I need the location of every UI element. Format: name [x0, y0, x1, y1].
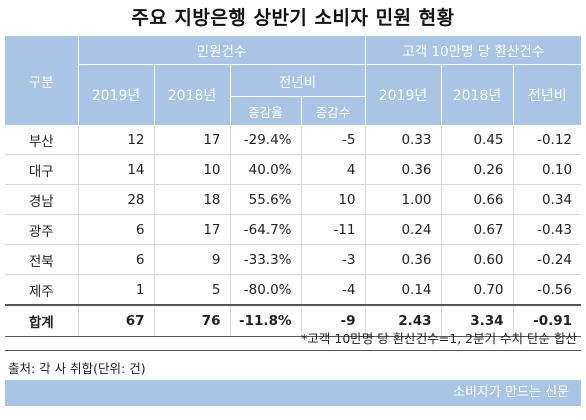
cell: 28: [77, 184, 154, 215]
cell: 0.67: [440, 214, 513, 245]
cell: 0.24: [364, 214, 441, 245]
cell: -0.56: [512, 274, 582, 306]
divider: [5, 350, 581, 351]
cell: 5: [153, 274, 230, 306]
table-row: 부산 12 17 -29.4% -5 0.33 0.45 -0.12: [5, 125, 582, 155]
cell: 0.70: [440, 274, 513, 306]
row-name: 광주: [5, 214, 78, 245]
cell: -3: [300, 244, 365, 275]
header-diff: 증감수: [300, 96, 365, 125]
cell: -0.24: [512, 244, 582, 275]
source-text: 출처: 각 사 취합(단위: 건): [8, 361, 146, 376]
cell: 0.36: [364, 244, 441, 275]
header-category: 구분: [5, 36, 78, 125]
header-2019: 2019년: [77, 64, 154, 125]
total-cell: 76: [153, 304, 230, 337]
cell: 6: [77, 244, 154, 275]
cell: 0.14: [364, 274, 441, 306]
header-2018-per: 2018년: [440, 64, 513, 125]
cell: 0.26: [440, 154, 513, 185]
cell: 0.36: [364, 154, 441, 185]
cell: 4: [300, 154, 365, 185]
header-complaints: 민원건수: [77, 36, 365, 65]
cell: 12: [77, 125, 154, 155]
cell: 1: [77, 274, 154, 306]
total-cell: 2.43: [364, 304, 441, 337]
cell: 17: [153, 125, 230, 155]
table-row: 경남 28 18 55.6% 10 1.00 0.66 0.34: [5, 184, 582, 215]
header-rate: 증감율: [229, 96, 301, 125]
table-row: 전북 6 9 -33.3% -3 0.36 0.60 -0.24: [5, 244, 582, 275]
cell: -64.7%: [229, 214, 301, 245]
cell: 10: [153, 154, 230, 185]
cell: 17: [153, 214, 230, 245]
cell: -0.43: [512, 214, 582, 245]
cell: 6: [77, 214, 154, 245]
cell: -80.0%: [229, 274, 301, 306]
header-2019-per: 2019년: [364, 64, 441, 125]
cell: 14: [77, 154, 154, 185]
brand-label: 소비자가 만드는 신문: [453, 385, 569, 400]
table-row: 제주 1 5 -80.0% -4 0.14 0.70 -0.56: [5, 274, 582, 306]
footnote: *고객 10만명 당 환산건수=1, 2분기 수치 단순 합산: [301, 331, 577, 346]
complaints-table: 구분 민원건수 고객 10만명 당 환산건수 2019년 2018년 전년비 2…: [5, 36, 582, 337]
total-cell: 67: [77, 304, 154, 337]
total-row: 합계 67 76 -11.8% -9 2.43 3.34 -0.91: [5, 304, 582, 337]
cell: 0.60: [440, 244, 513, 275]
footer-bar: 소비자가 만드는 신문: [5, 380, 581, 406]
cell: 9: [153, 244, 230, 275]
cell: -11: [300, 214, 365, 245]
header-per-customer: 고객 10만명 당 환산건수: [364, 36, 582, 65]
header-yoy-per: 전년비: [512, 64, 582, 125]
total-cell: -11.8%: [229, 304, 301, 337]
total-label: 합계: [5, 304, 78, 337]
cell: 0.34: [512, 184, 582, 215]
cell: -33.3%: [229, 244, 301, 275]
total-cell: -9: [300, 304, 365, 337]
row-name: 경남: [5, 184, 78, 215]
cell: 0.45: [440, 125, 513, 155]
header-2018: 2018년: [153, 64, 230, 125]
row-name: 대구: [5, 154, 78, 185]
row-name: 제주: [5, 274, 78, 306]
table-row: 광주 6 17 -64.7% -11 0.24 0.67 -0.43: [5, 214, 582, 245]
cell: 40.0%: [229, 154, 301, 185]
cell: -29.4%: [229, 125, 301, 155]
cell: 0.10: [512, 154, 582, 185]
cell: 10: [300, 184, 365, 215]
header-yoy: 전년비: [229, 64, 365, 97]
total-cell: -0.91: [512, 304, 582, 337]
cell: 18: [153, 184, 230, 215]
cell: -5: [300, 125, 365, 155]
cell: 1.00: [364, 184, 441, 215]
cell: 55.6%: [229, 184, 301, 215]
cell: -4: [300, 274, 365, 306]
cell: 0.33: [364, 125, 441, 155]
page-title: 주요 지방은행 상반기 소비자 민원 현황: [131, 7, 455, 29]
total-cell: 3.34: [440, 304, 513, 337]
row-name: 전북: [5, 244, 78, 275]
table-row: 대구 14 10 40.0% 4 0.36 0.26 0.10: [5, 154, 582, 185]
cell: -0.12: [512, 125, 582, 155]
row-name: 부산: [5, 125, 78, 155]
cell: 0.66: [440, 184, 513, 215]
